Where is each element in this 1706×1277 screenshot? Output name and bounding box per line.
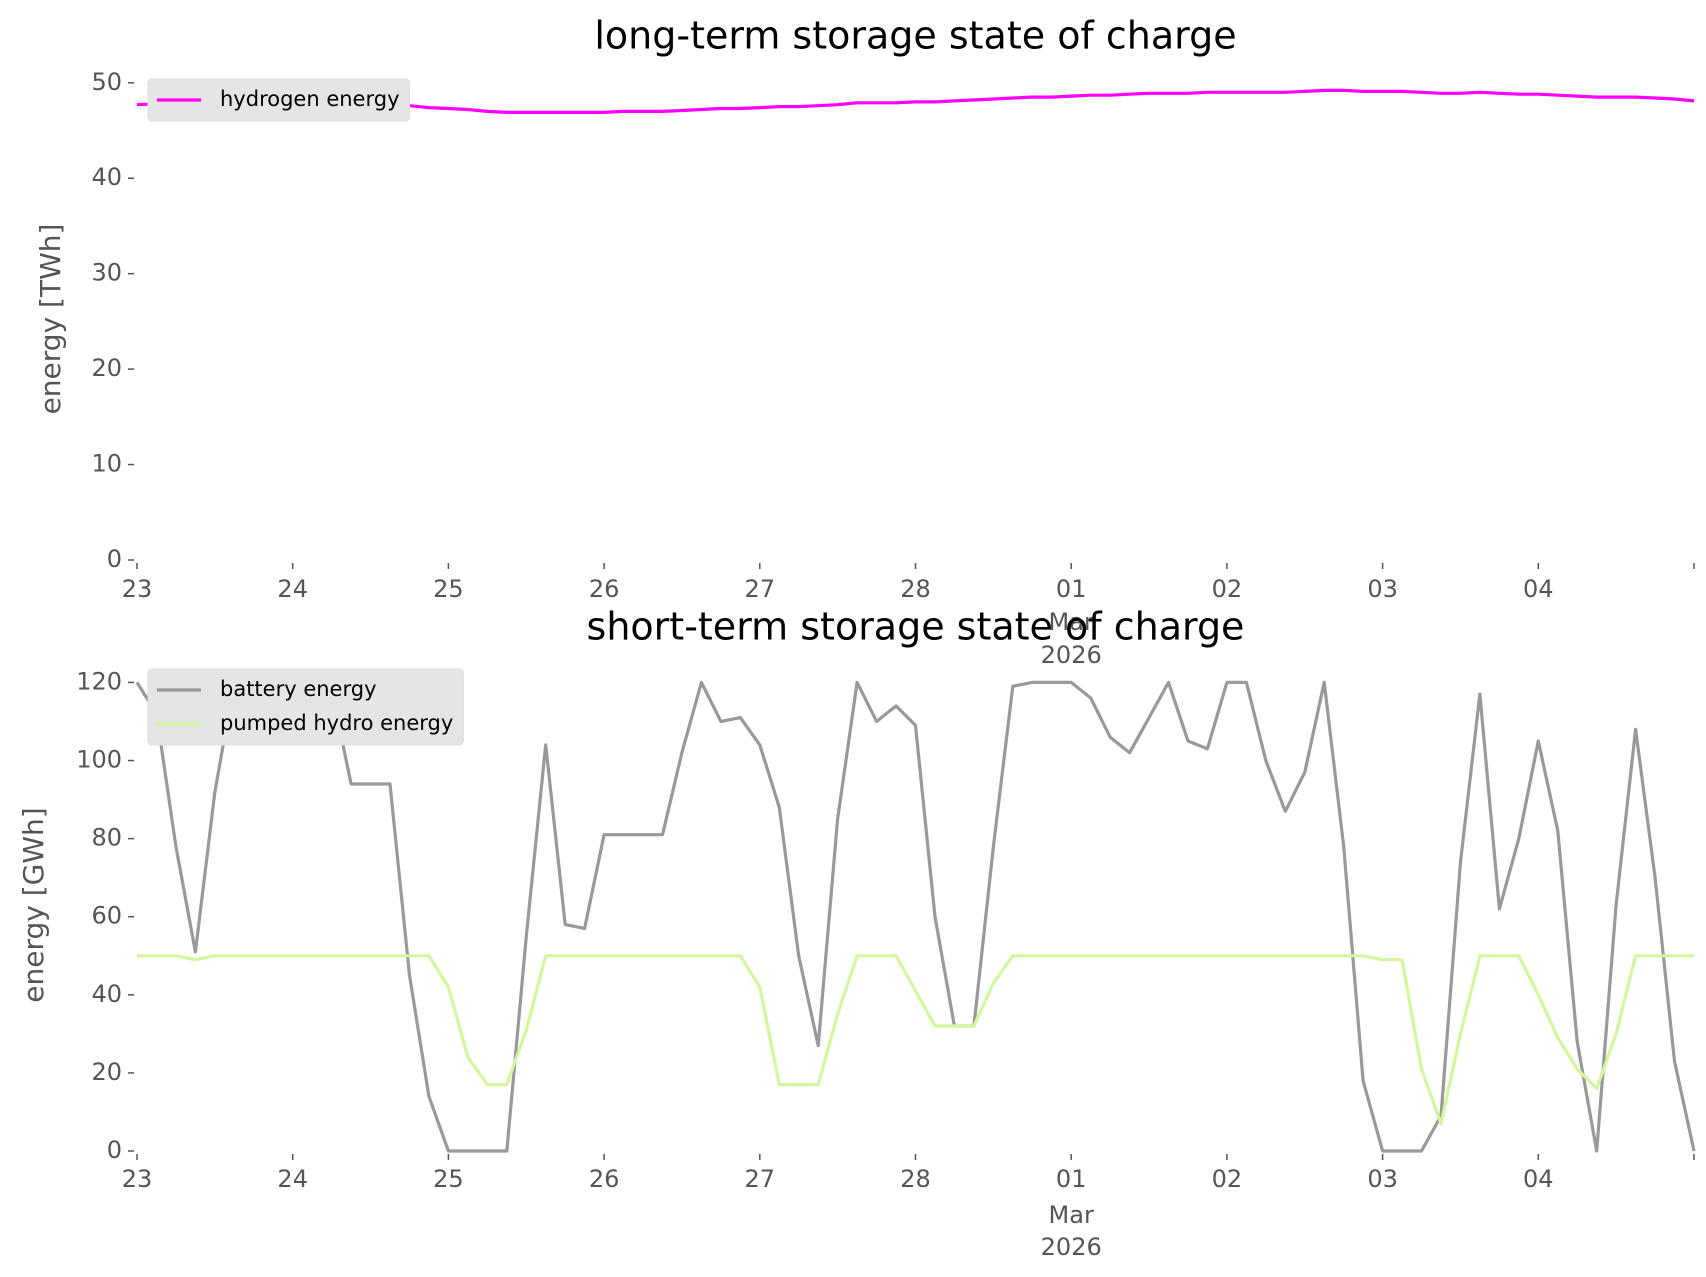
legend-label: hydrogen energy [220,87,400,111]
x-tick-label: 25 [433,1165,464,1193]
y-tick-label: 0 [107,1136,122,1164]
y-tick-label: 20 [91,1058,122,1086]
y-tick-label: 10 [91,450,122,478]
x-tick-label: 23 [122,575,153,603]
x-tick-label: 2026 [1041,1233,1102,1261]
x-tick-label: 25 [433,575,464,603]
x-tick-label: 26 [589,1165,620,1193]
y-tick-label: 80 [91,824,122,852]
series-line [137,954,1694,1126]
legend-label: pumped hydro energy [220,711,453,735]
y-axis-label: energy [GWh] [17,807,50,1002]
legend-label: battery energy [220,677,377,701]
x-tick-label: Mar [1049,608,1094,636]
x-tick-label: 24 [277,575,308,603]
y-tick-label: 20 [91,354,122,382]
y-tick-label: 40 [91,163,122,191]
y-tick-label: 100 [76,746,122,774]
y-tick-label: 30 [91,259,122,287]
x-tick-label: 01 [1056,1165,1087,1193]
x-tick-label: 2026 [1041,641,1102,669]
chart-title: short-term storage state of charge [587,605,1245,649]
chart-title: long-term storage state of charge [594,14,1236,58]
x-tick-label: 02 [1212,1165,1243,1193]
x-tick-label: 27 [745,1165,776,1193]
x-tick-label: 26 [589,575,620,603]
x-tick-label: 04 [1523,575,1554,603]
x-tick-label: 04 [1523,1165,1554,1193]
legend-box [147,78,410,122]
x-tick-label: 01 [1056,575,1087,603]
x-tick-label: 03 [1367,575,1398,603]
x-tick-label: 23 [122,1165,153,1193]
x-tick-label: 28 [900,1165,931,1193]
y-tick-label: 120 [76,667,122,695]
x-tick-label: 28 [900,575,931,603]
y-tick-label: 40 [91,980,122,1008]
y-tick-label: 60 [91,902,122,930]
y-tick-label: 0 [107,545,122,573]
x-tick-label: Mar [1049,1201,1094,1229]
x-tick-label: 03 [1367,1165,1398,1193]
x-tick-label: 02 [1212,575,1243,603]
x-tick-label: 24 [277,1165,308,1193]
y-axis-label: energy [TWh] [34,224,67,415]
y-tick-label: 50 [91,68,122,96]
legend-box [147,668,464,746]
series-line [135,680,1696,1153]
x-tick-label: 27 [745,575,776,603]
